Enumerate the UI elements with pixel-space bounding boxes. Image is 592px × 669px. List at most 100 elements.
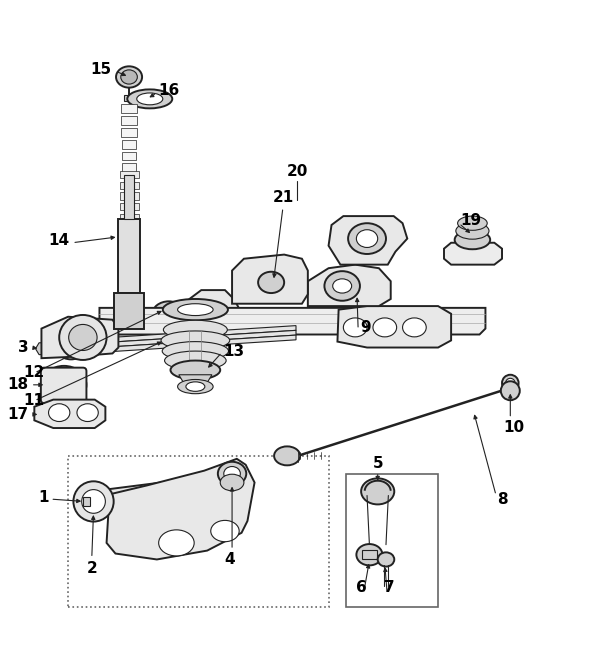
Ellipse shape [274,446,300,466]
Ellipse shape [50,373,78,397]
Bar [118,219,140,293]
Ellipse shape [456,223,489,240]
Ellipse shape [59,315,107,360]
Bar [120,213,139,221]
Ellipse shape [73,481,114,522]
Bar [120,182,139,189]
Bar [120,193,139,199]
Ellipse shape [455,230,490,250]
Text: 20: 20 [287,165,308,179]
Polygon shape [179,375,212,387]
Bar [122,152,136,161]
Ellipse shape [127,90,172,108]
Text: 13: 13 [224,344,245,359]
Polygon shape [362,550,377,559]
Polygon shape [99,308,485,334]
Ellipse shape [53,326,89,359]
Polygon shape [337,306,451,347]
Text: 18: 18 [7,377,28,392]
Ellipse shape [178,304,213,316]
Bar [121,104,137,113]
Ellipse shape [361,478,394,504]
Text: 7: 7 [384,580,395,595]
Bar [122,163,136,173]
Ellipse shape [506,378,515,388]
Bar [346,474,438,607]
Ellipse shape [117,324,141,343]
Text: 6: 6 [356,580,366,595]
Text: 10: 10 [503,420,525,436]
Text: 4: 4 [224,553,235,567]
Polygon shape [64,330,296,350]
Ellipse shape [163,299,228,320]
Ellipse shape [159,530,194,556]
Polygon shape [232,255,308,304]
Text: 1: 1 [38,490,49,505]
Text: 14: 14 [49,233,70,248]
Ellipse shape [458,216,487,230]
Polygon shape [308,265,391,306]
Text: 17: 17 [7,407,28,422]
Ellipse shape [348,286,366,298]
Bar [83,496,90,506]
Text: 21: 21 [272,191,294,205]
Ellipse shape [69,324,97,351]
Bar [120,171,139,178]
Polygon shape [329,216,407,265]
Ellipse shape [403,318,426,337]
Polygon shape [160,290,246,326]
Ellipse shape [178,379,213,393]
Polygon shape [107,459,255,559]
Ellipse shape [343,318,367,337]
Ellipse shape [159,306,178,322]
Ellipse shape [49,404,70,421]
Ellipse shape [161,331,230,350]
Ellipse shape [220,474,244,491]
Text: 8: 8 [497,492,508,506]
Ellipse shape [224,466,240,481]
Text: 19: 19 [461,213,482,228]
Polygon shape [36,343,47,355]
Ellipse shape [324,271,360,301]
Bar [124,95,134,100]
Ellipse shape [356,544,382,565]
Text: 2: 2 [86,561,97,575]
Ellipse shape [152,301,185,327]
Polygon shape [64,335,296,355]
Bar [124,175,134,219]
Bar [121,128,137,136]
Text: 12: 12 [24,365,45,381]
Text: 3: 3 [18,340,28,355]
Bar [122,140,136,149]
Text: 11: 11 [24,393,44,408]
Ellipse shape [41,366,86,404]
Text: 5: 5 [372,456,383,471]
Text: 15: 15 [90,62,111,77]
Ellipse shape [356,229,378,248]
Ellipse shape [378,553,394,567]
Ellipse shape [333,279,352,293]
Ellipse shape [348,223,386,254]
Polygon shape [64,326,296,345]
Ellipse shape [121,70,137,84]
Ellipse shape [501,381,520,400]
Ellipse shape [163,320,227,339]
Ellipse shape [60,333,82,353]
Ellipse shape [502,375,519,391]
Polygon shape [34,399,105,428]
Polygon shape [95,470,242,512]
Ellipse shape [186,382,205,391]
Ellipse shape [211,520,239,542]
Polygon shape [41,316,118,358]
Ellipse shape [77,404,98,421]
Ellipse shape [162,342,229,361]
Ellipse shape [165,351,226,370]
Ellipse shape [218,462,246,486]
Ellipse shape [258,272,284,293]
Ellipse shape [170,361,220,379]
Ellipse shape [82,490,105,513]
Text: 16: 16 [159,83,180,98]
Ellipse shape [137,93,163,105]
Bar [114,293,144,328]
Polygon shape [96,484,238,512]
